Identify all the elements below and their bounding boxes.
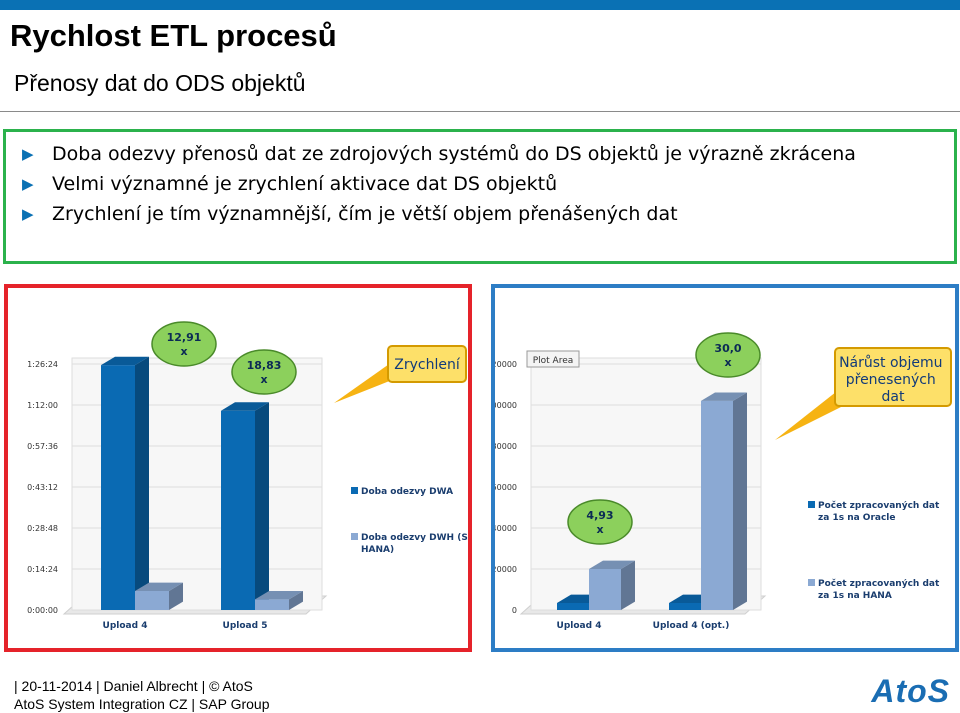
speedup-x-1: x xyxy=(596,523,603,536)
volume-callout-text: Nárůst objemu přenesených dat xyxy=(839,355,947,405)
legend-label-oracle: Počet zpracovaných dat za 1s na Oracle xyxy=(818,500,942,523)
bar-2-1-side xyxy=(169,582,183,610)
bar-2-1-side xyxy=(621,560,635,610)
plot-area-label: Plot Area xyxy=(533,356,574,366)
bar-2-2 xyxy=(701,400,733,610)
zrychleni-callout-text: Zrychlení xyxy=(394,357,461,373)
legend-label-hana: Počet zpracovaných dat za 1s na HANA xyxy=(818,578,942,601)
volume-callout-line2: přenesených xyxy=(846,372,936,388)
bar-1-1 xyxy=(101,365,135,610)
atos-logo: AtoS xyxy=(871,673,950,709)
bullet-item: ▶ Doba odezvy přenosů dat ze zdrojových … xyxy=(22,141,922,167)
speedup-x-2: x xyxy=(724,356,731,369)
speedup-bubble-1 xyxy=(567,499,633,545)
volume-callout-line1: Nárůst objemu xyxy=(839,355,942,371)
bar-1-2-side xyxy=(255,402,269,610)
bar-1-1 xyxy=(557,603,589,610)
bar-2-2 xyxy=(255,599,289,610)
legend-label-hana: Doba odezvy DWH (SAP HANA) xyxy=(361,533,468,555)
x-tick-label: Upload 4 (opt.) xyxy=(653,621,730,631)
zrychleni-callout xyxy=(387,345,467,383)
legend-swatch-hana xyxy=(351,533,358,540)
bar-1-2 xyxy=(669,603,701,610)
volume-callout-line3: dat xyxy=(882,389,905,405)
bar-2-1-top xyxy=(135,582,183,592)
speedup-value-2: 30,0 xyxy=(714,342,741,355)
bar-2-2-top xyxy=(255,591,303,600)
legend-label-oracle-line1: Počet zpracovaných dat xyxy=(818,500,940,511)
bar-1-2 xyxy=(221,410,255,610)
legend-label-hana-line2: HANA) xyxy=(361,545,394,555)
title-divider xyxy=(0,111,960,112)
speedup-x-1: x xyxy=(180,345,187,358)
x-tick-label: Upload 4 xyxy=(103,621,148,631)
plot-area-tag xyxy=(526,350,580,368)
y-tick-label: 120000 xyxy=(495,360,517,369)
right-chart-frame: 0 20000 40000 60000 80000 100000 120000 Upload… xyxy=(486,284,959,652)
bullet-arrow-icon: ▶ xyxy=(22,145,34,163)
bullet-text: Velmi významné je zrychlení aktivace dat… xyxy=(52,173,558,195)
bar-2-1-top xyxy=(589,560,635,569)
top-accent-bar xyxy=(0,0,960,10)
legend-swatch-dwa xyxy=(351,487,358,494)
bar-1-1-top xyxy=(101,356,149,366)
speedup-value-1: 12,91 xyxy=(167,331,202,344)
y-tick-label: 60000 xyxy=(495,483,517,492)
y-tick-label: 0:14:24 xyxy=(27,565,58,574)
speedup-x-2: x xyxy=(260,373,267,386)
volume-callout-arrow xyxy=(775,388,847,440)
y-tick-label: 0 xyxy=(512,606,517,615)
y-tick-label: 0:00:00 xyxy=(27,606,58,615)
footer: | 20-11-2014 | Daniel Albrecht | © AtoS … xyxy=(14,677,270,713)
legend-label-hana-line2: za 1s na HANA xyxy=(818,591,892,601)
legend-label-hana-line1: Počet zpracovaných dat xyxy=(818,578,940,589)
bar-2-2-side xyxy=(289,591,303,610)
bullet-list: ▶ Doba odezvy přenosů dat ze zdrojových … xyxy=(22,141,922,231)
y-tick-label: 0:28:48 xyxy=(27,524,58,533)
bullet-item: ▶ Zrychlení je tím významnější, čím je v… xyxy=(22,201,922,227)
speedup-bubble-1 xyxy=(151,321,217,367)
throughput-chart: 0 20000 40000 60000 80000 100000 120000 Upload… xyxy=(486,332,952,631)
bar-2-1 xyxy=(589,569,621,610)
slide-subtitle: Přenosy dat do ODS objektů xyxy=(14,70,306,96)
legend-swatch-hana xyxy=(808,579,815,586)
bar-2-2-side xyxy=(733,392,747,610)
bullet-frame xyxy=(3,129,957,264)
y-tick-label: 100000 xyxy=(495,401,517,410)
volume-callout xyxy=(834,347,952,407)
speedup-value-1: 4,93 xyxy=(586,509,613,522)
y-tick-label: 20000 xyxy=(495,565,517,574)
bar-2-2-top xyxy=(701,392,747,401)
speedup-bubble-2 xyxy=(231,349,297,395)
y-tick-label: 1:26:24 xyxy=(27,360,58,369)
response-time-chart: 0:00:00 0:14:24 0:28:48 0:43:12 0:57:36 1:12:… xyxy=(27,321,482,631)
zrychleni-callout-arrow xyxy=(334,362,392,403)
left-chart-frame: 0:00:00 0:14:24 0:28:48 0:43:12 0:57:36 1:12:… xyxy=(4,284,482,652)
slide-title: Rychlost ETL procesů xyxy=(10,18,337,53)
bullet-arrow-icon: ▶ xyxy=(22,205,34,223)
legend-swatch-oracle xyxy=(808,501,815,508)
legend-label-hana-line1: Doba odezvy DWH (SAP xyxy=(361,533,468,543)
x-tick-label: Upload 5 xyxy=(223,621,268,631)
footer-line-1: | 20-11-2014 | Daniel Albrecht | © AtoS xyxy=(14,678,253,694)
speedup-value-2: 18,83 xyxy=(247,359,282,372)
bar-1-2-top xyxy=(221,402,269,411)
y-tick-label: 0:43:12 xyxy=(27,483,58,492)
y-tick-label: 80000 xyxy=(495,442,517,451)
bullet-item: ▶ Velmi významné je zrychlení aktivace d… xyxy=(22,171,922,197)
legend-label-oracle-line2: za 1s na Oracle xyxy=(818,513,896,523)
y-tick-label: 1:12:00 xyxy=(27,401,58,410)
x-tick-label: Upload 4 xyxy=(557,621,602,631)
footer-line-2: AtoS System Integration CZ | SAP Group xyxy=(14,696,270,712)
y-tick-label: 40000 xyxy=(495,524,517,533)
bullet-arrow-icon: ▶ xyxy=(22,175,34,193)
bar-1-1-side xyxy=(135,356,149,610)
legend-label-dwa: Doba odezvy DWA xyxy=(361,487,453,497)
y-tick-label: 0:57:36 xyxy=(27,442,58,451)
bar-2-1 xyxy=(135,591,169,610)
bullet-text: Zrychlení je tím významnější, čím je vět… xyxy=(52,203,678,225)
speedup-bubble-2 xyxy=(695,332,761,378)
bullet-text: Doba odezvy přenosů dat ze zdrojových sy… xyxy=(52,143,856,165)
